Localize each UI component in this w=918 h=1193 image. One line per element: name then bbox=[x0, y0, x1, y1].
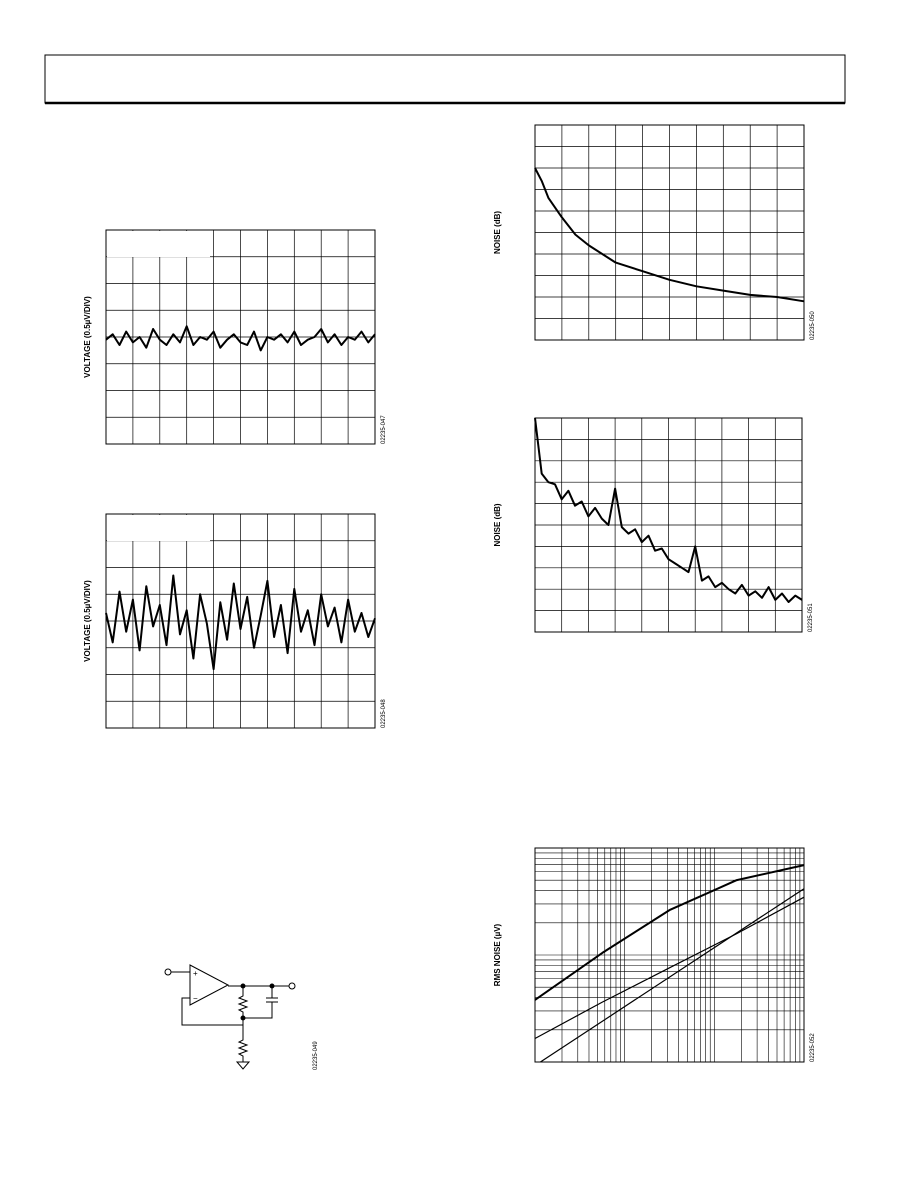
node bbox=[240, 983, 246, 989]
y-axis-label: RMS NOISE (µV) bbox=[493, 923, 502, 986]
y-axis-label: VOLTAGE (0.5µV/DIV) bbox=[83, 296, 92, 378]
data-line bbox=[540, 888, 805, 1063]
resistor bbox=[237, 986, 249, 1062]
figure-id: 02235-049 bbox=[313, 1041, 319, 1070]
figure-id: 02235-048 bbox=[381, 699, 387, 728]
node bbox=[240, 1015, 246, 1021]
plus-sign: + bbox=[193, 969, 198, 978]
output-terminal bbox=[288, 982, 296, 990]
op-amp bbox=[189, 964, 230, 1006]
data-line bbox=[534, 417, 803, 603]
figure-id: 02235-050 bbox=[810, 311, 816, 340]
data-line bbox=[534, 167, 805, 303]
node bbox=[269, 983, 275, 989]
input-terminal bbox=[164, 968, 172, 976]
plot-frame bbox=[105, 229, 376, 445]
y-axis-label: NOISE (dB) bbox=[493, 211, 502, 254]
minus-sign: − bbox=[193, 994, 198, 1003]
figure-id: 02235-047 bbox=[381, 415, 387, 444]
ground bbox=[235, 1061, 251, 1070]
legend-area bbox=[107, 515, 210, 541]
y-axis-label: VOLTAGE (0.5µV/DIV) bbox=[83, 580, 92, 662]
plot-frame bbox=[534, 417, 803, 633]
wire bbox=[243, 1002, 273, 1019]
figure-id: 02235-051 bbox=[808, 603, 814, 632]
plot-frame bbox=[534, 847, 805, 1063]
y-axis-label: NOISE (dB) bbox=[493, 503, 502, 546]
legend-area bbox=[107, 231, 210, 257]
data-line bbox=[105, 325, 376, 352]
figure-id: 02235-052 bbox=[810, 1033, 816, 1062]
circuit bbox=[164, 964, 296, 1070]
plot-frame bbox=[534, 124, 805, 341]
wire bbox=[181, 997, 243, 1026]
data-line bbox=[105, 574, 376, 671]
data-line bbox=[534, 864, 805, 1001]
data-line bbox=[534, 896, 805, 1040]
header-box bbox=[44, 54, 846, 104]
